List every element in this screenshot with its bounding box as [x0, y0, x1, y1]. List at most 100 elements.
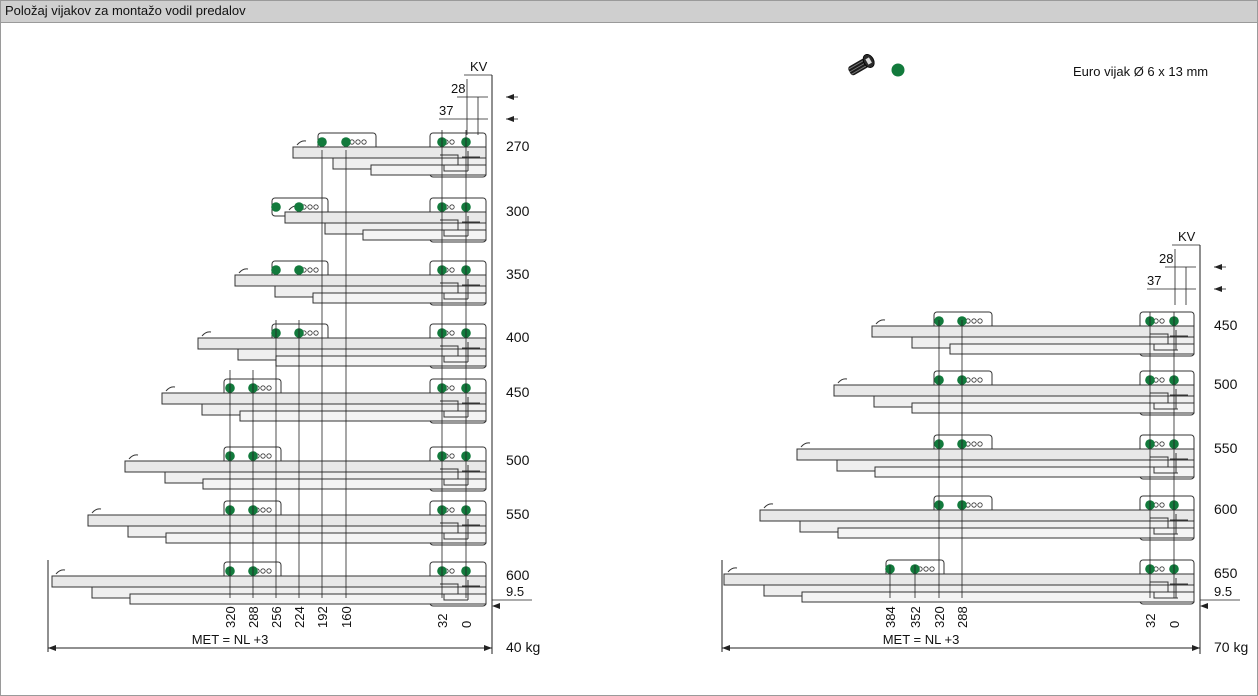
inner-rail — [837, 527, 1195, 539]
outer-rail — [197, 337, 487, 350]
outer-rail — [284, 211, 487, 224]
inner-rail — [949, 343, 1195, 355]
screw-position-label: 320 — [223, 606, 238, 628]
screw-position-label: 352 — [908, 606, 923, 628]
outer-rail — [87, 514, 487, 527]
bracket-hole — [307, 330, 313, 336]
bracket-hole — [307, 204, 313, 210]
load-label: 40 kg — [506, 639, 540, 655]
slide-length-label: 450 — [506, 384, 530, 400]
load-label: 70 kg — [1214, 639, 1248, 655]
dim-label-28: 28 — [1159, 251, 1173, 266]
slide-mechanism — [1150, 578, 1188, 599]
inner-rail — [911, 402, 1195, 414]
slide-length-label: 500 — [1214, 376, 1238, 392]
drawer-slide-row: 600 — [759, 495, 1238, 541]
slide-mechanism — [440, 397, 480, 418]
rail-tip — [875, 319, 886, 325]
inner-rail — [202, 478, 487, 490]
slide-length-label: 350 — [506, 266, 530, 282]
drawer-slide-row: 270 — [292, 132, 530, 178]
bracket-hole — [971, 318, 977, 324]
bracket-hole — [260, 385, 266, 391]
screw-position-label: 192 — [315, 606, 330, 628]
dim-label-37: 37 — [439, 103, 453, 118]
drawer-slide-row: 450 — [161, 378, 530, 424]
met-label: MET = NL +3 — [192, 632, 269, 647]
bracket-hole — [307, 267, 313, 273]
dim-label-kv: KV — [470, 59, 488, 74]
bracket-hole — [355, 139, 361, 145]
drawer-slide-row: 300 — [271, 197, 530, 243]
inner-rail — [874, 466, 1195, 478]
dim-label-28: 28 — [451, 81, 465, 96]
screw-icon — [847, 54, 875, 76]
bracket-hole — [971, 502, 977, 508]
bracket-hole — [260, 453, 266, 459]
rail-tip — [296, 140, 307, 146]
slide-length-label: 650 — [1214, 565, 1238, 581]
rail-tip — [837, 378, 848, 384]
top-dimensions: KV 28 37 — [1147, 229, 1226, 305]
slide-mechanism — [440, 216, 480, 237]
met-dimension — [722, 645, 1200, 651]
slide-mechanism — [440, 342, 480, 363]
outer-rail — [234, 274, 487, 287]
drawer-slide-row: 550 — [796, 434, 1238, 480]
screw-position-label: 32 — [1143, 614, 1158, 628]
slide-mechanism — [440, 465, 480, 486]
bracket-hole — [313, 204, 319, 210]
outer-rail — [833, 384, 1195, 397]
drawer-slide-row: 650 — [723, 559, 1238, 605]
bracket-hole — [977, 377, 983, 383]
bracket-hole — [971, 377, 977, 383]
outer-rail — [124, 460, 487, 473]
slide-length-label: 600 — [1214, 501, 1238, 517]
outer-rail — [796, 448, 1195, 461]
bracket-hole — [977, 502, 983, 508]
slide-mechanism — [440, 279, 480, 300]
legend-label: Euro vijak Ø 6 x 13 mm — [1073, 64, 1208, 79]
bracket-hole — [1159, 441, 1165, 447]
screw-position-label: 288 — [955, 606, 970, 628]
slide-length-label: 550 — [506, 506, 530, 522]
screw-position-label: 256 — [269, 606, 284, 628]
screw-dot — [294, 202, 304, 212]
drawer-slide-row: 550 — [87, 500, 530, 546]
slide-length-label: 600 — [506, 567, 530, 583]
inner-rail — [801, 591, 1195, 603]
dim-label-kv: KV — [1178, 229, 1196, 244]
offset-label: 9.5 — [1214, 584, 1232, 599]
met-label: MET = NL +3 — [883, 632, 960, 647]
bracket-hole — [449, 568, 455, 574]
screw-position-label: 320 — [932, 606, 947, 628]
bracket-hole — [971, 441, 977, 447]
bracket-hole — [266, 385, 272, 391]
inner-rail — [129, 593, 487, 605]
rail-tip — [201, 331, 212, 337]
bracket-hole — [977, 318, 983, 324]
screw-dot — [341, 137, 351, 147]
screw-dot — [271, 202, 281, 212]
bracket-hole — [449, 204, 455, 210]
legend-dot — [891, 63, 905, 77]
slide-mechanism — [440, 519, 480, 540]
slide-mechanism — [440, 151, 480, 172]
screw-position-label: 224 — [292, 606, 307, 628]
bracket-hole — [449, 139, 455, 145]
inner-rail — [312, 292, 487, 304]
slide-mechanism — [440, 580, 480, 601]
bracket-hole — [1159, 566, 1165, 572]
drawer-slide-row: 350 — [234, 260, 530, 306]
bracket-hole — [929, 566, 935, 572]
bracket-hole — [1159, 377, 1165, 383]
bracket-hole — [449, 507, 455, 513]
screw-dot — [317, 137, 327, 147]
outer-rail — [51, 575, 487, 588]
bracket-hole — [977, 441, 983, 447]
slide-length-label: 270 — [506, 138, 530, 154]
inner-rail — [370, 164, 487, 176]
drawer-slide-row: 600 — [51, 561, 530, 607]
